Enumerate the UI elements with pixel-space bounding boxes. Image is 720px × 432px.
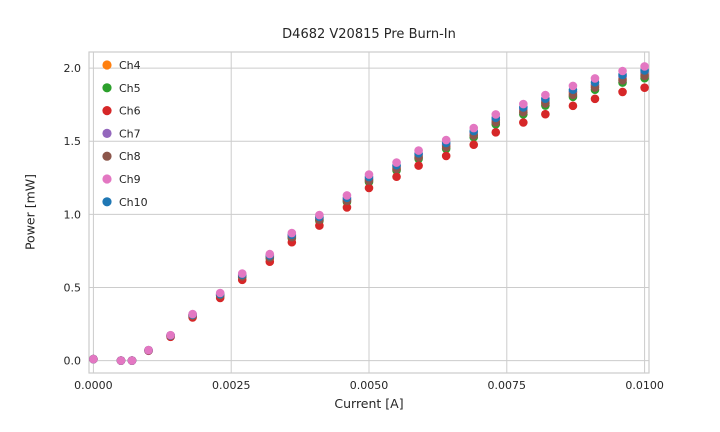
x-tick-label: 0.0025 bbox=[212, 379, 251, 392]
legend-label-ch4: Ch4 bbox=[119, 59, 141, 72]
data-point-ch9 bbox=[166, 330, 175, 340]
legend-marker-ch6 bbox=[102, 106, 112, 116]
data-point-ch6 bbox=[364, 183, 374, 193]
x-tick-label: 0.0050 bbox=[350, 379, 389, 392]
data-point-ch6 bbox=[441, 151, 451, 161]
data-point-ch9 bbox=[315, 210, 324, 220]
legend-marker-ch5 bbox=[102, 83, 112, 93]
data-point-ch9 bbox=[640, 62, 649, 71]
data-point-ch6 bbox=[392, 172, 401, 182]
data-point-ch6 bbox=[342, 203, 352, 212]
data-point-ch6 bbox=[491, 127, 501, 137]
legend-marker-ch8 bbox=[102, 151, 112, 161]
data-point-ch9 bbox=[237, 269, 247, 278]
y-tick-label: 0.5 bbox=[64, 281, 82, 294]
data-point-ch6 bbox=[640, 83, 649, 92]
y-tick-label: 0.0 bbox=[64, 355, 82, 368]
data-point-ch9 bbox=[364, 170, 374, 179]
data-point-ch6 bbox=[590, 94, 600, 104]
data-point-ch9 bbox=[590, 74, 600, 83]
x-tick-label: 0.0000 bbox=[74, 379, 113, 392]
data-point-ch9 bbox=[188, 309, 197, 319]
plot-border bbox=[88, 51, 650, 374]
y-tick-label: 1.0 bbox=[64, 208, 82, 221]
x-tick-label: 0.0100 bbox=[625, 379, 664, 392]
data-point-ch9 bbox=[265, 249, 275, 259]
x-axis-label: Current [A] bbox=[334, 396, 404, 411]
data-point-ch9 bbox=[89, 354, 98, 364]
data-point-ch6 bbox=[469, 140, 479, 150]
data-point-ch6 bbox=[519, 118, 528, 127]
data-point-ch9 bbox=[469, 123, 479, 133]
y-tick-label: 1.5 bbox=[64, 135, 82, 148]
data-point-ch6 bbox=[541, 109, 550, 119]
legend-marker-ch10 bbox=[102, 197, 112, 207]
data-point-ch9 bbox=[541, 90, 550, 100]
legend-marker-ch4 bbox=[102, 60, 112, 70]
legend-label-ch8: Ch8 bbox=[119, 150, 141, 163]
data-point-ch9 bbox=[342, 191, 352, 200]
chart-title: D4682 V20815 Pre Burn-In bbox=[282, 27, 456, 42]
legend-label-ch7: Ch7 bbox=[119, 127, 141, 140]
data-point-ch9 bbox=[491, 110, 501, 119]
legend-marker-ch7 bbox=[102, 128, 112, 138]
legend-marker-ch9 bbox=[102, 174, 112, 184]
data-point-ch9 bbox=[392, 158, 401, 167]
data-point-ch9 bbox=[215, 288, 225, 298]
y-tick-label: 2.0 bbox=[64, 62, 82, 75]
data-point-ch9 bbox=[287, 228, 297, 238]
legend-label-ch10: Ch10 bbox=[119, 196, 148, 209]
data-point-ch6 bbox=[618, 87, 627, 97]
data-point-ch6 bbox=[568, 101, 578, 111]
x-tick-label: 0.0075 bbox=[488, 379, 527, 392]
legend-label-ch5: Ch5 bbox=[119, 82, 141, 95]
data-point-ch6 bbox=[414, 161, 423, 170]
legend-label-ch9: Ch9 bbox=[119, 173, 141, 186]
data-point-ch9 bbox=[127, 356, 137, 365]
data-point-ch9 bbox=[441, 135, 451, 145]
data-point-ch9 bbox=[568, 81, 578, 91]
data-point-ch9 bbox=[519, 99, 528, 109]
data-point-ch9 bbox=[618, 66, 627, 76]
data-point-ch9 bbox=[116, 356, 126, 365]
data-point-ch9 bbox=[414, 146, 423, 155]
y-axis-label: Power [mW] bbox=[22, 173, 38, 251]
legend-label-ch6: Ch6 bbox=[119, 105, 141, 118]
data-point-ch9 bbox=[144, 345, 153, 355]
